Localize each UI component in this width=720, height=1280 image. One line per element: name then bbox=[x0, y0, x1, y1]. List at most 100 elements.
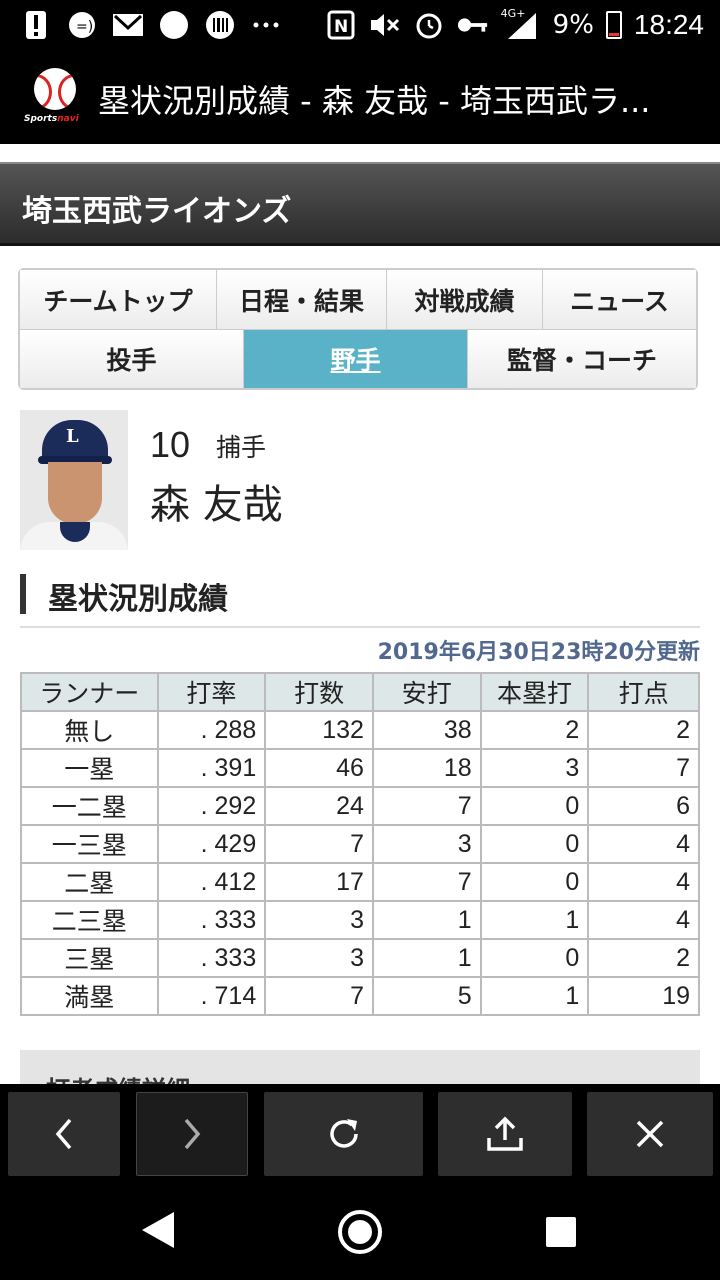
close-icon bbox=[636, 1120, 664, 1148]
cell-hits: 5 bbox=[371, 976, 482, 1016]
close-button[interactable] bbox=[587, 1092, 713, 1176]
cell-hr: 3 bbox=[479, 748, 590, 788]
player-name: 森 友哉 bbox=[150, 482, 283, 528]
table-row: 一二塁. 292 24 7 0 6 bbox=[20, 786, 700, 826]
share-button[interactable] bbox=[438, 1092, 572, 1176]
team-name: 埼玉西武ライオンズ bbox=[22, 194, 292, 229]
cell-rbi: 4 bbox=[587, 900, 700, 940]
cell-avg: . 391 bbox=[156, 748, 267, 788]
tab-news[interactable]: ニュース bbox=[543, 270, 696, 329]
cell-hr: 0 bbox=[479, 786, 590, 826]
reload-button[interactable] bbox=[264, 1092, 423, 1176]
tab-coaches[interactable]: 監督・コーチ bbox=[468, 330, 696, 388]
cell-runner: 一二塁 bbox=[20, 786, 159, 826]
cell-rbi: 2 bbox=[587, 938, 700, 978]
battery-percent: 9% bbox=[552, 10, 594, 40]
android-nav-bar bbox=[0, 1184, 720, 1280]
updated-timestamp: 2019年6月30日23時20分更新 bbox=[377, 640, 700, 665]
chevron-right-icon bbox=[184, 1118, 201, 1150]
cell-hr: 0 bbox=[479, 824, 590, 864]
cell-runner: 二三塁 bbox=[20, 900, 159, 940]
cell-hr: 0 bbox=[479, 862, 590, 902]
logo-text-sports: Sports bbox=[24, 114, 58, 124]
cell-runner: 無し bbox=[20, 710, 159, 750]
cell-rbi: 2 bbox=[587, 710, 700, 750]
sportsnavi-logo: Sportsnavi bbox=[24, 68, 86, 130]
cell-avg: . 288 bbox=[156, 710, 267, 750]
alarm-icon bbox=[413, 9, 445, 41]
logo-text-navi: navi bbox=[57, 114, 79, 124]
signal-icon: 4G+ bbox=[501, 7, 541, 41]
table-row: 無し. 288 132 38 2 2 bbox=[20, 710, 700, 750]
col-at-bats: 打数 bbox=[264, 672, 374, 712]
nav-row-2: 投手 野手 監督・コーチ bbox=[20, 329, 696, 388]
nav-row-1: チームトップ 日程・結果 対戦成績 ニュース bbox=[20, 270, 696, 329]
table-row: 一塁. 391 46 18 3 7 bbox=[20, 748, 700, 788]
uniform-number: 10 bbox=[150, 424, 191, 465]
cell-hits: 1 bbox=[371, 938, 482, 978]
status-bar: =) N 4G+ 9% 18:24 bbox=[0, 0, 720, 50]
cell-avg: . 412 bbox=[156, 862, 267, 902]
cell-hr: 0 bbox=[479, 938, 590, 978]
section-heading: 塁状況別成績 bbox=[20, 570, 700, 628]
cell-rbi: 6 bbox=[587, 786, 700, 826]
alert-icon bbox=[20, 9, 52, 41]
cell-avg: . 714 bbox=[156, 976, 267, 1016]
tab-schedule[interactable]: 日程・結果 bbox=[217, 270, 387, 329]
chevron-left-icon bbox=[55, 1118, 72, 1150]
tab-team-top[interactable]: チームトップ bbox=[20, 270, 217, 329]
web-content: 埼玉西武ライオンズ チームトップ 日程・結果 対戦成績 ニュース 投手 野手 監… bbox=[0, 144, 720, 1084]
table-row: 二三塁. 333 3 1 1 4 bbox=[20, 900, 700, 940]
col-hr: 本塁打 bbox=[479, 672, 590, 712]
cell-runner: 一塁 bbox=[20, 748, 159, 788]
cell-hr: 2 bbox=[479, 710, 590, 750]
cell-ab: 7 bbox=[264, 976, 374, 1016]
cell-hits: 38 bbox=[371, 710, 482, 750]
cell-rbi: 19 bbox=[587, 976, 700, 1016]
browser-toolbar bbox=[0, 1084, 720, 1184]
section-title: 塁状況別成績 bbox=[48, 582, 228, 617]
nfc-icon: N bbox=[325, 9, 357, 41]
cell-rbi: 7 bbox=[587, 748, 700, 788]
share-icon bbox=[487, 1116, 523, 1151]
col-runner: ランナー bbox=[20, 672, 159, 712]
batting-details-section: 打者成績詳細 bbox=[20, 1050, 700, 1084]
cell-runner: 満塁 bbox=[20, 976, 159, 1016]
nav-back-icon[interactable] bbox=[142, 1212, 174, 1248]
team-nav: チームトップ 日程・結果 対戦成績 ニュース 投手 野手 監督・コーチ bbox=[18, 268, 698, 390]
barcode-icon bbox=[204, 9, 236, 41]
cell-ab: 17 bbox=[264, 862, 374, 902]
col-hits: 安打 bbox=[371, 672, 482, 712]
cell-ab: 7 bbox=[264, 824, 374, 864]
back-button[interactable] bbox=[8, 1092, 120, 1176]
messenger-icon: =) bbox=[66, 9, 98, 41]
nav-recents-icon[interactable] bbox=[546, 1217, 576, 1247]
table-row: 満塁. 714 7 5 1 19 bbox=[20, 976, 700, 1016]
reload-icon bbox=[329, 1119, 358, 1148]
cell-hits: 1 bbox=[371, 900, 482, 940]
cell-avg: . 333 bbox=[156, 900, 267, 940]
app-icon bbox=[158, 9, 190, 41]
tab-pitchers[interactable]: 投手 bbox=[20, 330, 244, 388]
cell-rbi: 4 bbox=[587, 824, 700, 864]
nav-home-icon[interactable] bbox=[338, 1210, 382, 1254]
col-rbi: 打点 bbox=[587, 672, 700, 712]
cell-ab: 24 bbox=[264, 786, 374, 826]
player-position: 捕手 bbox=[216, 433, 267, 462]
cell-hits: 18 bbox=[371, 748, 482, 788]
cell-avg: . 429 bbox=[156, 824, 267, 864]
cell-runner: 二塁 bbox=[20, 862, 159, 902]
player-profile: L 10 捕手 森 友哉 bbox=[20, 410, 700, 550]
section-bar bbox=[20, 574, 26, 614]
cell-ab: 132 bbox=[264, 710, 374, 750]
more-icon bbox=[250, 9, 282, 41]
forward-button[interactable] bbox=[136, 1092, 248, 1176]
cell-avg: . 292 bbox=[156, 786, 267, 826]
tab-matchups[interactable]: 対戦成績 bbox=[387, 270, 543, 329]
cell-rbi: 4 bbox=[587, 862, 700, 902]
gmail-icon bbox=[112, 9, 144, 41]
tab-fielders[interactable]: 野手 bbox=[244, 330, 468, 388]
table-row: 一三塁. 429 7 3 0 4 bbox=[20, 824, 700, 864]
cell-runner: 三塁 bbox=[20, 938, 159, 978]
cell-hr: 1 bbox=[479, 900, 590, 940]
